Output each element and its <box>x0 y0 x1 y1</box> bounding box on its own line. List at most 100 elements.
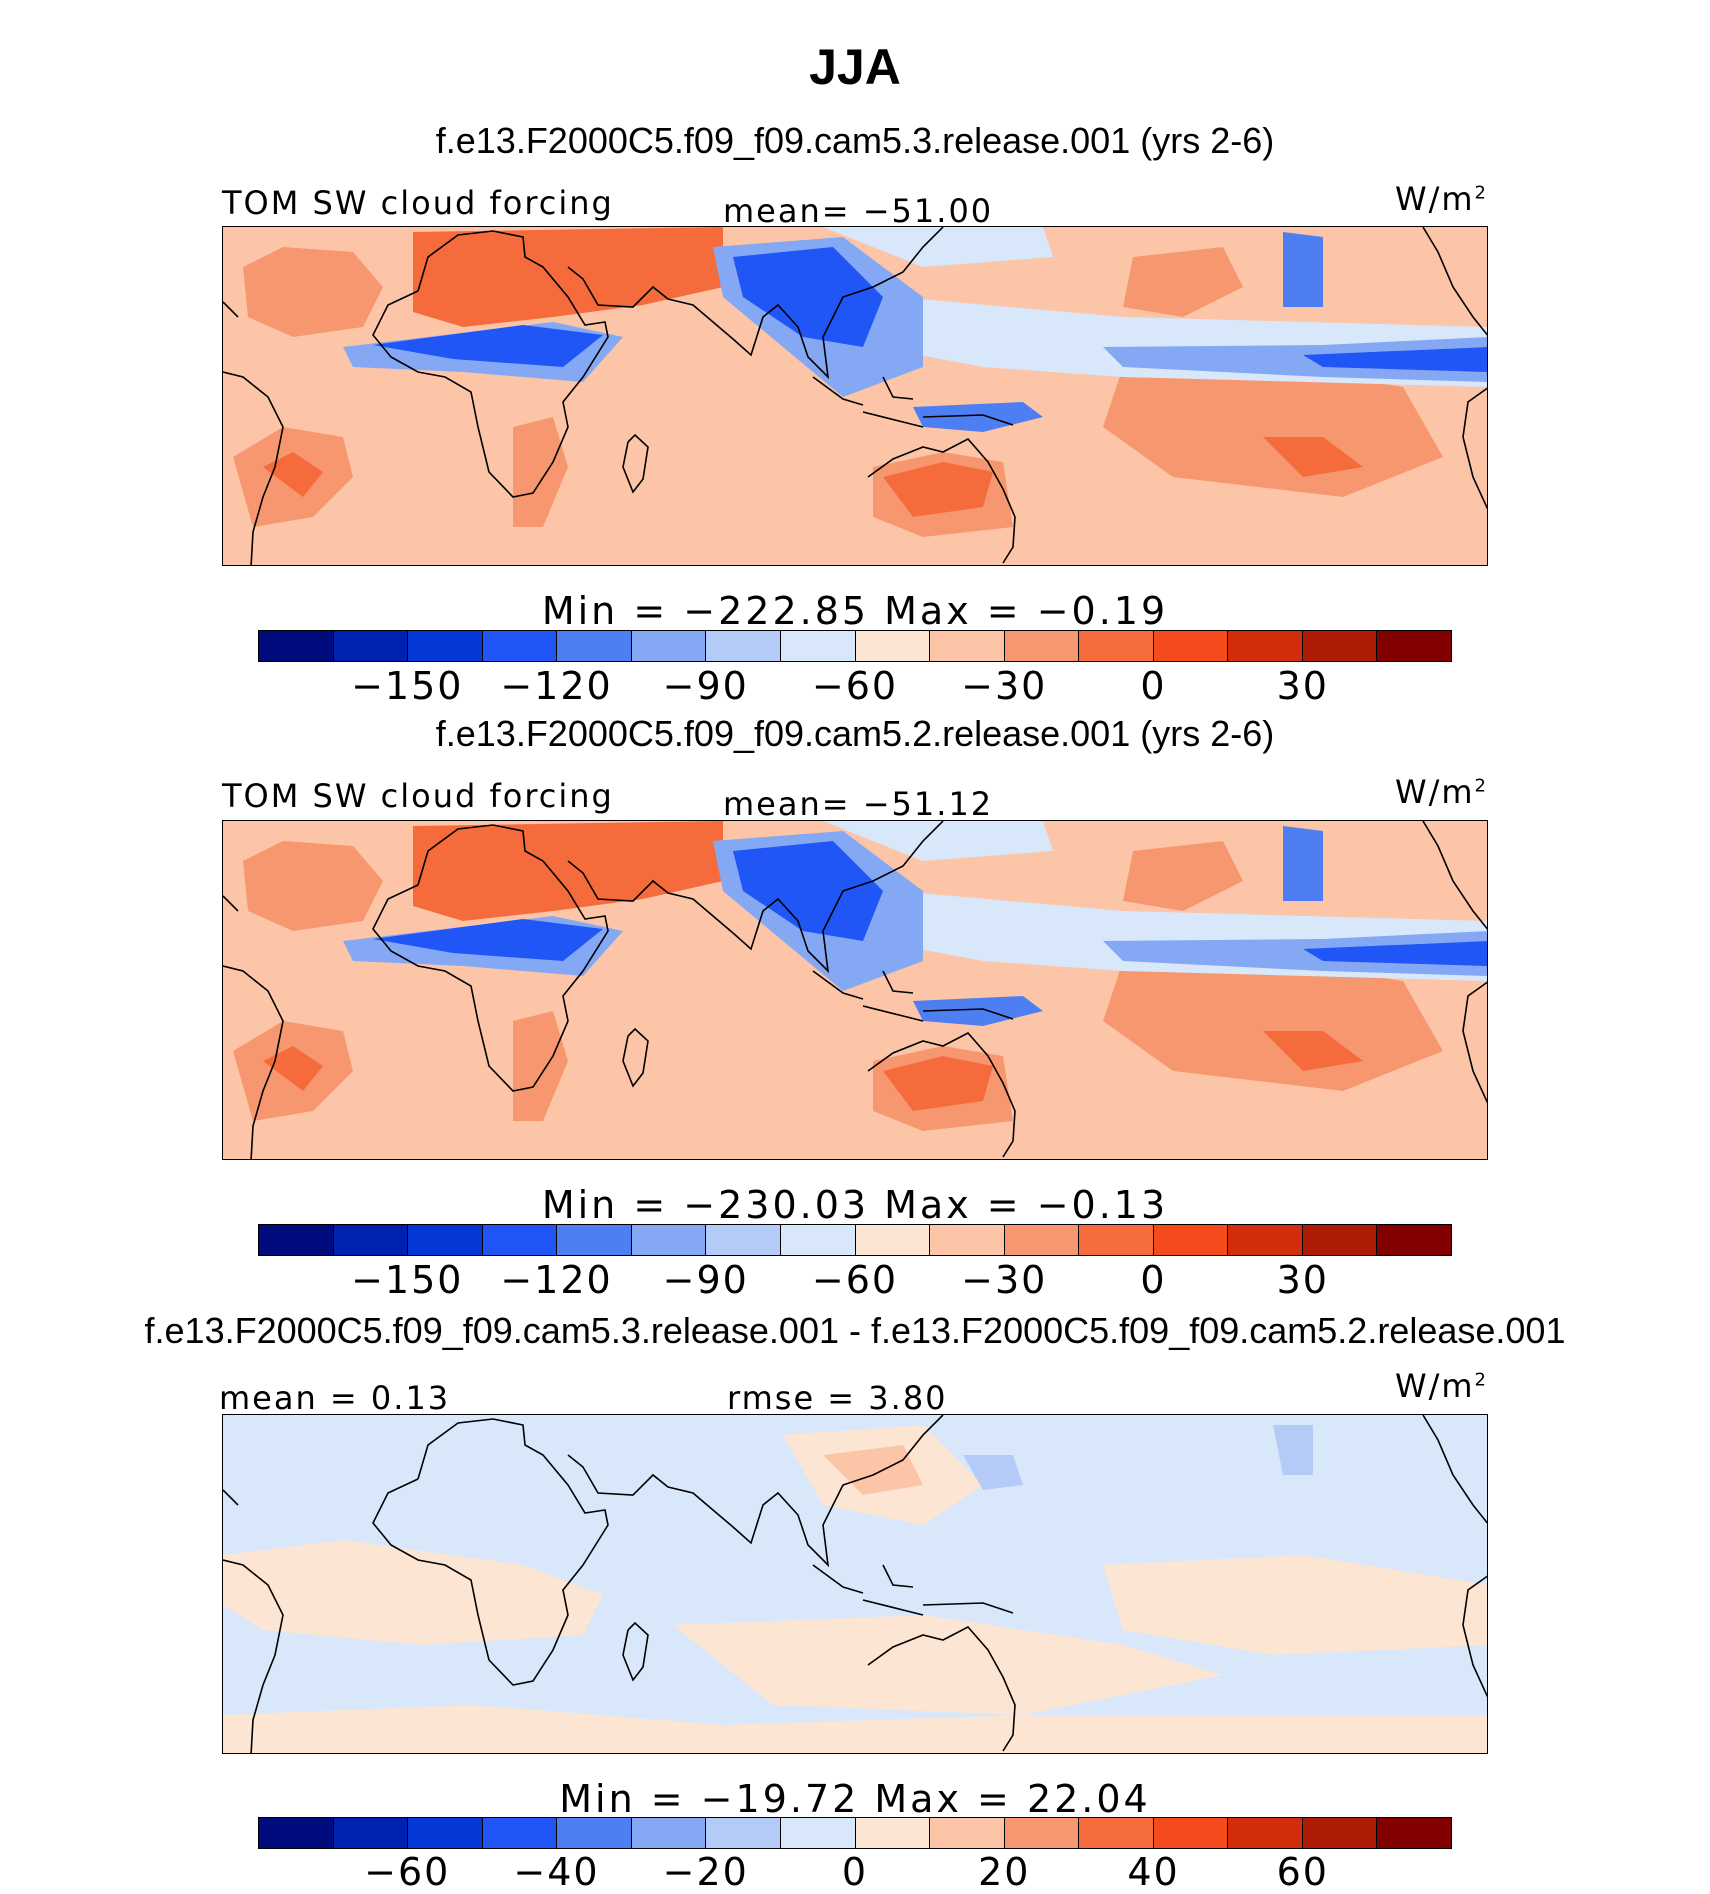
panel-1-colorbar <box>258 630 1452 662</box>
coastline <box>862 1005 924 1022</box>
colorbar-swatch <box>780 631 856 661</box>
coastline <box>372 230 609 498</box>
colorbar-tick-label: −150 <box>351 1258 464 1302</box>
sahara-region <box>413 227 723 327</box>
coastline <box>1462 1575 1487 1698</box>
sahara-region <box>413 821 723 921</box>
colorbar-swatch <box>333 631 409 661</box>
colorbar-swatch <box>408 631 483 661</box>
positive-anomaly-atlantic <box>223 1540 603 1645</box>
north-pacific-high <box>1123 247 1243 317</box>
coastline <box>812 1564 864 1594</box>
colorbar-swatch <box>482 1225 558 1255</box>
north-west-pacific-light <box>823 227 1053 267</box>
colorbar-swatch <box>259 1818 334 1848</box>
australia-core <box>883 462 993 517</box>
positive-anomaly-southern <box>223 1705 1487 1753</box>
coastline <box>223 1559 284 1753</box>
coastline <box>1422 227 1487 336</box>
colorbar-tick-label: −60 <box>811 664 899 708</box>
colorbar-tick-label: −90 <box>662 1258 749 1302</box>
north-pacific-tongue <box>1283 232 1323 307</box>
panel-2-units-label: W/m2 <box>1394 773 1488 811</box>
colorbar-swatch <box>557 631 632 661</box>
colorbar-tick-label: 0 <box>1140 1258 1167 1302</box>
north-atlantic-high <box>243 247 383 337</box>
panel-2-variable-label: TOM SW cloud forcing <box>222 777 614 815</box>
panel-3-mean-label: mean = 0.13 <box>219 1379 451 1417</box>
colorbar-swatch <box>1004 1225 1080 1255</box>
colorbar-tick-label: −40 <box>513 1850 600 1894</box>
colorbar-swatch <box>408 1225 483 1255</box>
colorbar-tick-label: −120 <box>500 664 613 708</box>
coastline <box>867 437 1016 564</box>
coastline <box>922 414 1014 426</box>
colorbar-swatch <box>482 1818 558 1848</box>
south-asia-core <box>733 247 883 347</box>
north-pacific-tongue <box>1283 826 1323 901</box>
coastline <box>223 895 239 912</box>
colorbar-tick-label: −60 <box>811 1258 899 1302</box>
colorbar-tick-label: 0 <box>1140 664 1167 708</box>
coastline <box>1422 1415 1487 1524</box>
panel-3-map <box>222 1414 1488 1754</box>
colorbar-tick-label: −30 <box>961 664 1048 708</box>
colorbar-tick-label: −120 <box>500 1258 613 1302</box>
colorbar-swatch <box>631 1225 707 1255</box>
colorbar-swatch <box>259 631 334 661</box>
panel-3-colorbar <box>258 1817 1452 1849</box>
colorbar-swatch <box>1228 1818 1303 1848</box>
colorbar-tick-label: −150 <box>351 664 464 708</box>
pacific-itcz <box>1103 337 1487 382</box>
panel-3-units-label: W/m2 <box>1394 1367 1488 1405</box>
southern-africa <box>513 1011 568 1121</box>
colorbar-tick-label: 30 <box>1276 1258 1329 1302</box>
panel-2-colorbar-title: Min = −230.03 Max = −0.13 <box>541 1183 1169 1227</box>
colorbar-swatch <box>706 1818 781 1848</box>
coastline <box>867 1625 1016 1752</box>
colorbar-swatch <box>1153 1225 1229 1255</box>
panel-2-colorbar <box>258 1224 1452 1256</box>
colorbar-swatch <box>855 631 931 661</box>
coastline <box>882 376 914 400</box>
coastline <box>223 301 239 318</box>
colorbar-swatch <box>706 631 781 661</box>
colorbar-swatch <box>1228 631 1303 661</box>
colorbar-tick-label: 60 <box>1276 1850 1329 1894</box>
colorbar-swatch <box>930 1818 1005 1848</box>
coastline <box>567 227 944 380</box>
colorbar-swatch <box>1079 631 1154 661</box>
southern-africa <box>513 417 568 527</box>
colorbar-tick-label: 0 <box>841 1850 869 1894</box>
colorbar-swatch <box>1302 1225 1378 1255</box>
panel-1-map <box>222 226 1488 566</box>
coastline <box>622 1027 649 1088</box>
pacific-itcz-core <box>1303 941 1487 966</box>
coastline <box>1422 821 1487 930</box>
coastline <box>922 1008 1014 1020</box>
colorbar-swatch <box>706 1225 781 1255</box>
colorbar-tick-label: −60 <box>364 1850 451 1894</box>
coastline <box>567 821 944 974</box>
panel-2-map <box>222 820 1488 1160</box>
panel-1-mean-label: mean= −51.00 <box>723 192 994 230</box>
north-atlantic-high <box>243 841 383 931</box>
panel-3-rmse-label: rmse = 3.80 <box>727 1379 948 1417</box>
panel-2-mean-label: mean= −51.12 <box>723 785 994 823</box>
colorbar-swatch <box>333 1818 409 1848</box>
coastline <box>372 1418 609 1686</box>
coastline <box>1462 387 1487 510</box>
negative-anomaly-spot <box>963 1455 1023 1490</box>
colorbar-swatch <box>1153 631 1229 661</box>
colorbar-swatch <box>1377 1818 1451 1848</box>
colorbar-swatch <box>1377 1225 1451 1255</box>
coastline <box>372 824 609 1092</box>
panel-1-case-title: f.e13.F2000C5.f09_f09.cam5.3.release.001… <box>435 120 1275 161</box>
colorbar-swatch <box>482 631 558 661</box>
south-asia-core <box>733 841 883 941</box>
africa-itcz-core <box>373 919 603 961</box>
south-atlantic-core <box>263 1046 323 1091</box>
colorbar-swatch <box>1302 631 1378 661</box>
colorbar-swatch <box>1302 1818 1378 1848</box>
colorbar-swatch <box>557 1225 632 1255</box>
